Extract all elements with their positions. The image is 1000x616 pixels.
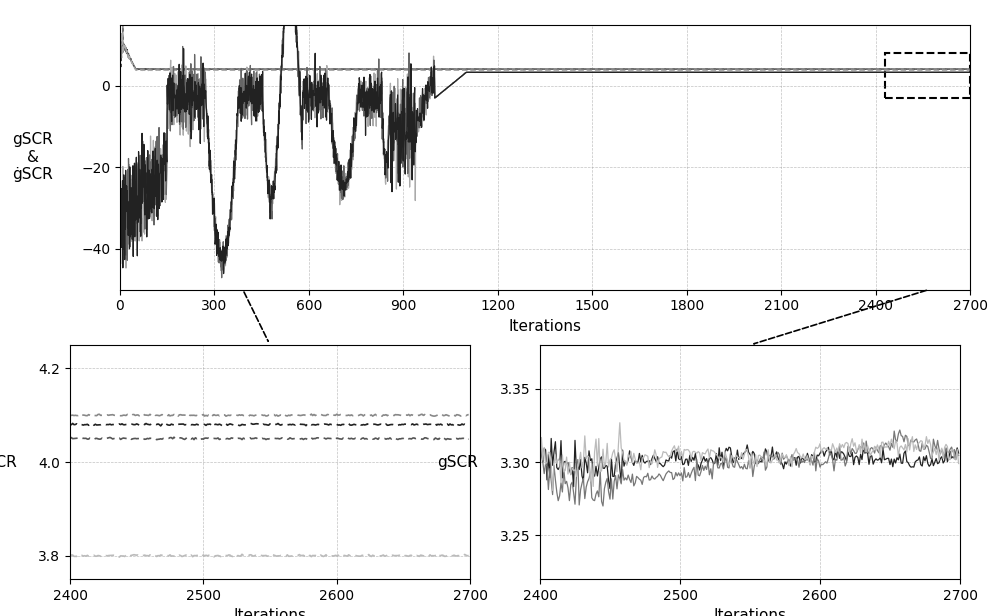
Y-axis label: gSCR: gSCR (438, 455, 478, 469)
X-axis label: Iterations: Iterations (234, 609, 306, 616)
Y-axis label: ġSCR: ġSCR (0, 455, 17, 469)
X-axis label: Iterations: Iterations (714, 609, 786, 616)
Y-axis label: gSCR
&
ġSCR: gSCR & ġSCR (12, 132, 53, 182)
X-axis label: Iterations: Iterations (509, 319, 582, 334)
Bar (885, 53, 970, 98)
